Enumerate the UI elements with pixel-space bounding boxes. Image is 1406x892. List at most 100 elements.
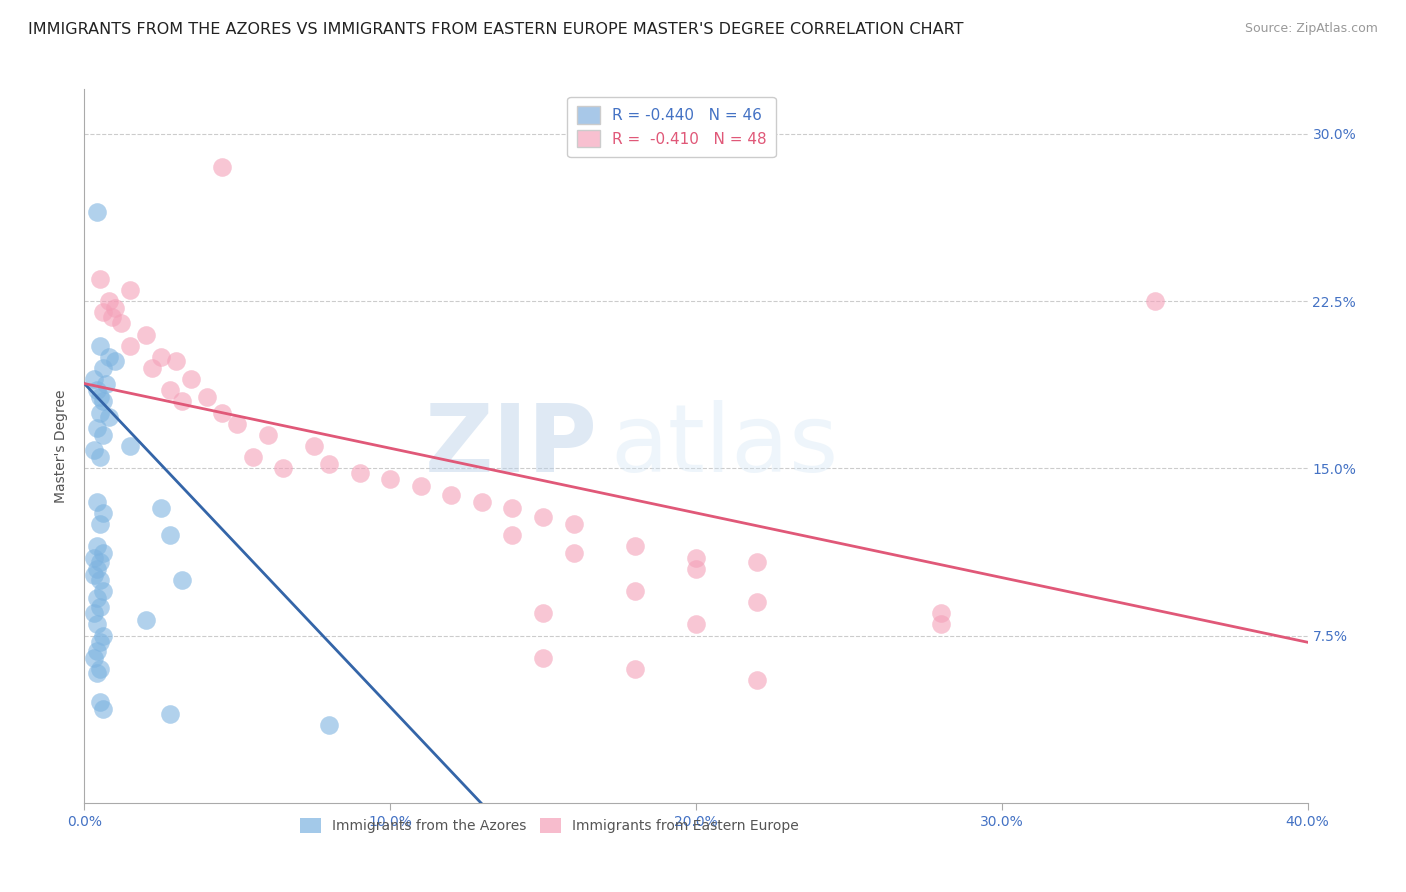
Point — [624, 662, 647, 676]
Point — [929, 607, 952, 621]
Point — [747, 595, 769, 609]
Point — [97, 293, 120, 308]
Point — [89, 555, 111, 569]
Legend: Immigrants from the Azores, Immigrants from Eastern Europe: Immigrants from the Azores, Immigrants f… — [294, 813, 804, 838]
Point — [86, 384, 108, 398]
Point — [120, 338, 142, 352]
Point — [135, 327, 157, 342]
Point — [195, 390, 218, 404]
Point — [159, 528, 181, 542]
Point — [211, 161, 233, 175]
Point — [165, 354, 187, 368]
Point — [502, 501, 524, 516]
Point — [89, 271, 111, 285]
Point — [97, 409, 120, 424]
Point — [83, 651, 105, 665]
Point — [86, 644, 108, 658]
Point — [86, 539, 108, 553]
Point — [135, 613, 157, 627]
Point — [120, 283, 142, 297]
Point — [86, 494, 108, 508]
Point — [83, 550, 105, 565]
Point — [747, 555, 769, 569]
Point — [1143, 293, 1166, 308]
Point — [172, 394, 194, 409]
Y-axis label: Master's Degree: Master's Degree — [55, 389, 69, 503]
Point — [91, 546, 114, 560]
Point — [83, 607, 105, 621]
Point — [86, 562, 108, 576]
Point — [89, 599, 111, 614]
Point — [180, 372, 202, 386]
Point — [211, 405, 233, 419]
Point — [104, 301, 127, 315]
Point — [562, 516, 585, 531]
Point — [89, 662, 111, 676]
Point — [502, 528, 524, 542]
Point — [94, 376, 117, 391]
Point — [89, 635, 111, 649]
Point — [257, 427, 280, 442]
Point — [440, 488, 463, 502]
Point — [471, 494, 494, 508]
Point — [97, 350, 120, 364]
Point — [91, 360, 114, 375]
Point — [89, 390, 111, 404]
Text: atlas: atlas — [610, 400, 838, 492]
Point — [531, 607, 554, 621]
Point — [89, 573, 111, 587]
Point — [531, 651, 554, 665]
Point — [380, 472, 402, 486]
Point — [929, 617, 952, 632]
Point — [89, 516, 111, 531]
Point — [318, 457, 340, 471]
Point — [226, 417, 249, 431]
Point — [91, 628, 114, 642]
Point — [531, 510, 554, 524]
Point — [159, 384, 181, 398]
Point — [91, 427, 114, 442]
Point — [89, 338, 111, 352]
Point — [349, 466, 371, 480]
Point — [120, 439, 142, 453]
Point — [562, 546, 585, 560]
Point — [86, 591, 108, 605]
Text: Source: ZipAtlas.com: Source: ZipAtlas.com — [1244, 22, 1378, 36]
Point — [86, 204, 108, 219]
Point — [685, 550, 707, 565]
Point — [86, 617, 108, 632]
Point — [89, 696, 111, 710]
Point — [624, 583, 647, 598]
Point — [91, 702, 114, 716]
Point — [86, 421, 108, 435]
Point — [91, 394, 114, 409]
Point — [302, 439, 325, 453]
Point — [318, 717, 340, 731]
Point — [624, 539, 647, 553]
Point — [409, 479, 432, 493]
Point — [83, 568, 105, 582]
Point — [91, 305, 114, 319]
Point — [685, 562, 707, 576]
Point — [110, 316, 132, 330]
Point — [159, 706, 181, 721]
Point — [149, 350, 172, 364]
Point — [149, 501, 172, 516]
Point — [747, 673, 769, 687]
Point — [83, 443, 105, 458]
Point — [685, 617, 707, 632]
Point — [101, 310, 124, 324]
Point — [91, 506, 114, 520]
Point — [91, 583, 114, 598]
Text: IMMIGRANTS FROM THE AZORES VS IMMIGRANTS FROM EASTERN EUROPE MASTER'S DEGREE COR: IMMIGRANTS FROM THE AZORES VS IMMIGRANTS… — [28, 22, 963, 37]
Point — [271, 461, 294, 475]
Text: ZIP: ZIP — [425, 400, 598, 492]
Point — [86, 666, 108, 681]
Point — [104, 354, 127, 368]
Point — [89, 405, 111, 419]
Point — [141, 360, 163, 375]
Point — [89, 450, 111, 464]
Point — [83, 372, 105, 386]
Point — [242, 450, 264, 464]
Point — [172, 573, 194, 587]
